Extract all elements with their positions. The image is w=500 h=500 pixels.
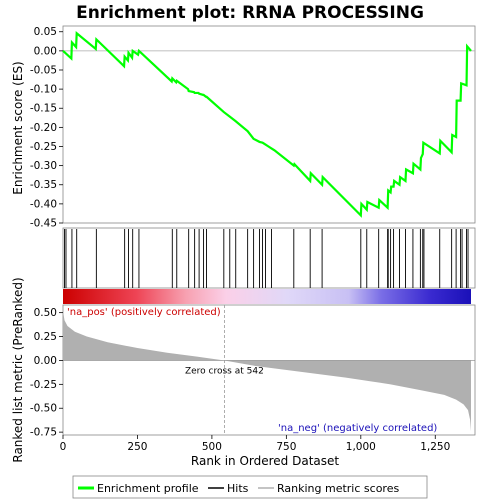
zero-cross-label: Zero cross at 542 (185, 366, 264, 376)
es-y-tick-label: -0.45 (30, 218, 57, 230)
ranking-metric-area (63, 310, 471, 432)
negative-label: 'na_neg' (negatively correlated) (278, 423, 437, 434)
es-y-tick-label: 0.05 (34, 26, 57, 38)
chart-title: Enrichment plot: RRNA PROCESSING (76, 3, 424, 23)
rank-color-bar (63, 289, 471, 304)
es-y-tick-label: 0.00 (34, 45, 57, 57)
metric-x-ticks: 0 250 500 750 1,000 1,250 (60, 435, 450, 453)
rank-gradient-strip (63, 289, 471, 304)
es-y-tick-label: -0.15 (30, 103, 57, 115)
legend: Enrichment profile Hits Ranking metric s… (72, 475, 428, 499)
metric-y-tick-label: 0.00 (34, 355, 57, 367)
metric-y-tick-label: -0.75 (30, 427, 57, 439)
metric-y-tick-label: 0.25 (34, 331, 57, 343)
es-y-tick-label: -0.05 (30, 64, 57, 76)
legend-box (72, 475, 428, 499)
metric-x-tick-label: 250 (127, 441, 147, 453)
positive-label: 'na_pos' (positively correlated) (67, 307, 221, 318)
es-y-axis-label: Enrichment score (ES) (11, 61, 25, 194)
metric-x-tick-label: 1,000 (346, 441, 376, 453)
metric-x-tick-label: 750 (276, 441, 296, 453)
metric-y-axis-label: Ranked list metric (PreRanked) (11, 277, 25, 462)
metric-y-tick-label: -0.50 (30, 403, 57, 415)
metric-y-ticks: 0.50 0.25 0.00 -0.25 -0.50 -0.75 (30, 307, 63, 439)
legend-enrichment-label: Enrichment profile (97, 482, 199, 495)
legend-hits-label: Hits (227, 482, 249, 495)
metric-x-tick-label: 0 (60, 441, 67, 453)
es-y-tick-label: -0.35 (30, 179, 57, 191)
metric-panel: Zero cross at 542 'na_pos' (positively c… (11, 277, 476, 468)
hits-frame (62, 227, 476, 289)
es-y-ticks: 0.05 0.00 -0.05 -0.10 -0.15 -0.20 -0.25 -0.30 -0… (30, 26, 63, 230)
enrichment-profile-line (62, 31, 472, 218)
legend-metric-label: Ranking metric scores (277, 482, 399, 495)
es-panel: 0.05 0.00 -0.05 -0.10 -0.15 -0.20 -0.25 -0.30 -0… (11, 25, 476, 230)
metric-x-tick-label: 1,250 (420, 441, 450, 453)
metric-y-tick-label: 0.50 (34, 307, 57, 319)
es-y-tick-label: -0.20 (30, 122, 57, 134)
es-y-tick-label: -0.30 (30, 160, 57, 172)
metric-y-tick-label: -0.25 (30, 379, 57, 391)
metric-x-tick-label: 500 (202, 441, 222, 453)
es-y-tick-label: -0.10 (30, 84, 57, 96)
x-axis-label: Rank in Ordered Dataset (191, 454, 339, 468)
hit-marks (64, 229, 469, 288)
es-y-tick-label: -0.25 (30, 141, 57, 153)
es-y-tick-label: -0.40 (30, 198, 57, 210)
hits-panel (62, 227, 476, 289)
